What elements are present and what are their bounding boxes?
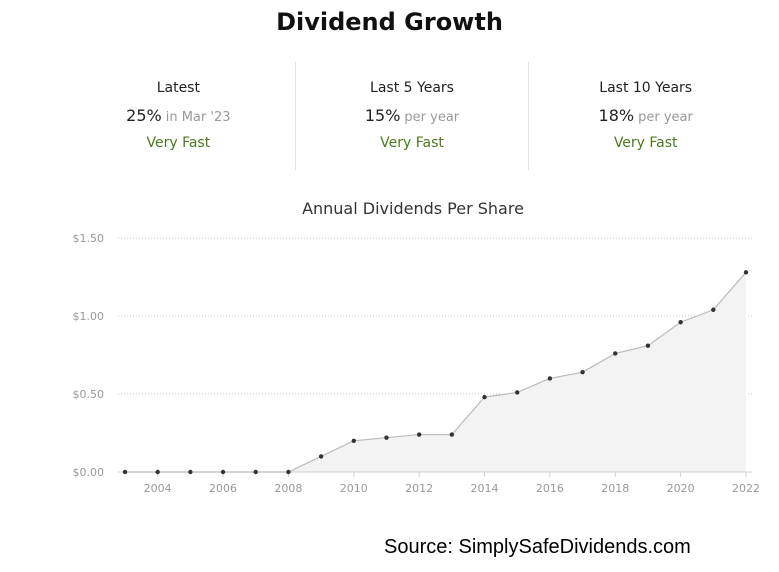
data-point: [711, 307, 716, 312]
data-point: [351, 438, 356, 443]
dividend-chart: $0.00 $0.50 $1.00 $1.50 2004 2006 2008 2010 2012…: [73, 232, 761, 495]
data-point: [384, 435, 389, 440]
stat-value: 18% per year: [529, 106, 762, 125]
x-tick-label: 2010: [340, 482, 368, 495]
y-tick-label: $0.50: [73, 388, 105, 401]
chart-title: Annual Dividends Per Share: [302, 199, 524, 218]
stat-value: 25% in Mar '23: [62, 106, 295, 125]
stat-last-5-years: Last 5 Years 15% per year Very Fast: [294, 62, 529, 170]
growth-stats: Latest 25% in Mar '23 Very Fast Last 5 Ye…: [62, 62, 762, 170]
stat-suffix: per year: [404, 110, 460, 125]
x-tick-label: 2008: [274, 482, 302, 495]
series-line: [125, 271, 747, 473]
stat-value: 15% per year: [296, 106, 529, 125]
stat-percent: 25%: [126, 106, 162, 125]
page-title: Dividend Growth: [276, 8, 503, 36]
stat-label: Last 5 Years: [370, 80, 454, 96]
stat-rating: Very Fast: [380, 135, 444, 151]
data-point: [155, 469, 160, 475]
data-point: [253, 469, 258, 475]
x-tick-label: 2014: [471, 482, 499, 495]
y-tick-label: $0.00: [73, 466, 105, 479]
stat-suffix: per year: [638, 110, 693, 125]
data-point: [449, 432, 455, 437]
source-text: Source: SimplySafeDividends.com: [384, 536, 691, 558]
data-point: [220, 469, 226, 475]
x-tick-label: 2016: [536, 482, 564, 495]
stat-label: Last 10 Years: [599, 80, 693, 96]
series-area: [125, 272, 746, 472]
x-tick-label: 2006: [209, 482, 237, 495]
data-point: [743, 270, 749, 275]
data-point: [515, 390, 520, 395]
stat-last-10-years: Last 10 Years 18% per year Very Fast: [528, 62, 762, 170]
data-point: [547, 376, 553, 381]
y-tick-label: $1.50: [73, 232, 105, 245]
x-tick-label: 2018: [601, 482, 629, 495]
x-tick-label: 2020: [667, 482, 695, 495]
x-tick-label: 2004: [144, 482, 172, 495]
data-point: [645, 343, 651, 348]
stat-label: Latest: [156, 80, 200, 96]
data-point: [188, 469, 193, 475]
data-point: [678, 320, 683, 325]
data-point: [286, 469, 291, 475]
data-point: [580, 369, 585, 375]
stat-percent: 18%: [598, 106, 635, 125]
x-tick-label: 2022: [732, 482, 760, 495]
data-point: [416, 432, 422, 437]
stat-rating: Very Fast: [146, 135, 211, 151]
stat-rating: Very Fast: [613, 135, 678, 151]
stat-suffix: in Mar '23: [165, 110, 231, 125]
stat-percent: 15%: [364, 106, 401, 125]
data-point: [613, 351, 618, 356]
x-tick-label: 2012: [405, 482, 433, 495]
data-point: [482, 394, 487, 400]
stat-latest: Latest 25% in Mar '23 Very Fast: [62, 62, 295, 170]
y-tick-label: $1.00: [73, 310, 105, 323]
data-point: [122, 469, 128, 475]
data-point: [318, 454, 324, 459]
